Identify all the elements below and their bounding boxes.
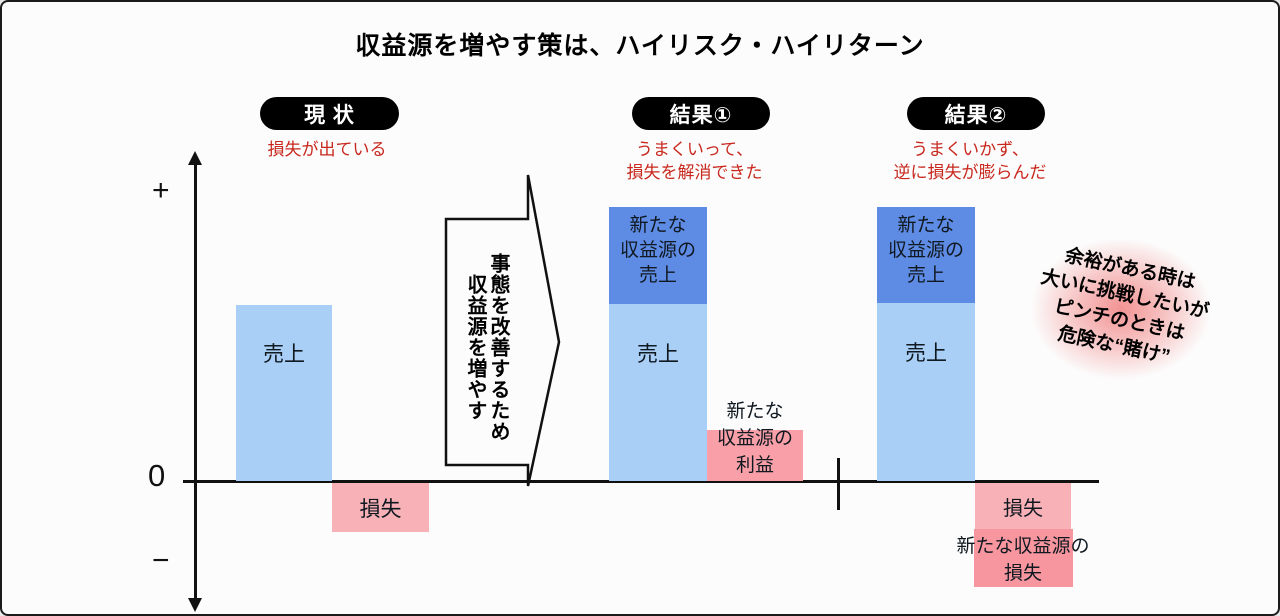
highlight-blob — [1005, 218, 1237, 400]
x-axis — [183, 480, 1099, 483]
status-pill-current: 現 状 — [260, 97, 399, 130]
current-sales-bar: 売上 — [236, 305, 332, 481]
diagram-title: 収益源を増やす策は、ハイリスク・ハイリターン — [355, 32, 925, 60]
result1-sales-segment: 売上 — [609, 304, 707, 481]
improvement-arrow-line2: 収益源を増やす — [464, 273, 486, 421]
improvement-arrow-line1: 事態を改善するため — [487, 252, 509, 442]
status-pill-result2: 結果② — [907, 97, 1045, 130]
result1-profit-label: 新たな 収益源の 利益 — [716, 401, 793, 476]
result2-new-sales-label: 新たな 収益源の 売上 — [887, 215, 964, 286]
result2-loss-bar: 損失 — [975, 483, 1071, 529]
axis-separator-tick — [837, 458, 840, 510]
y-axis — [194, 162, 197, 600]
current-loss-label: 損失 — [359, 497, 402, 521]
result2-loss-label: 損失 — [1003, 497, 1043, 520]
status-pill-result1: 結果① — [632, 97, 770, 130]
result1-new-sales-label: 新たな 収益源の 売上 — [619, 215, 696, 286]
current-loss-bar: 損失 — [332, 483, 429, 532]
result1-profit-bar — [707, 430, 803, 481]
y-axis-bottom-arrow-icon — [188, 598, 202, 612]
current-sales-label: 売上 — [263, 343, 305, 366]
result1-note: うまくいって、 損失を解消できた — [626, 140, 763, 182]
result2-new-loss-bar — [974, 529, 1073, 587]
result2-note: うまくいかず、 逆に損失が膨らんだ — [893, 140, 1047, 182]
result2-new-loss-label: 新たな収益源の 損失 — [956, 536, 1090, 584]
result1-sales-label: 売上 — [637, 343, 679, 366]
result2-sales-label: 売上 — [905, 342, 947, 365]
current-note: 損失が出ている — [267, 140, 387, 159]
y-axis-top-arrow-icon — [188, 151, 202, 165]
result1-new-sales-segment: 新たな 収益源の 売上 — [609, 207, 707, 304]
improvement-arrow-text: 事態を改善するため 収益源を増やす — [439, 227, 509, 467]
minus-label: − — [152, 544, 170, 577]
result2-sales-segment: 売上 — [877, 303, 975, 481]
result2-new-sales-segment: 新たな 収益源の 売上 — [877, 207, 975, 303]
zero-label: 0 — [148, 458, 166, 493]
plus-label: + — [152, 174, 170, 207]
improvement-arrow — [444, 174, 561, 487]
